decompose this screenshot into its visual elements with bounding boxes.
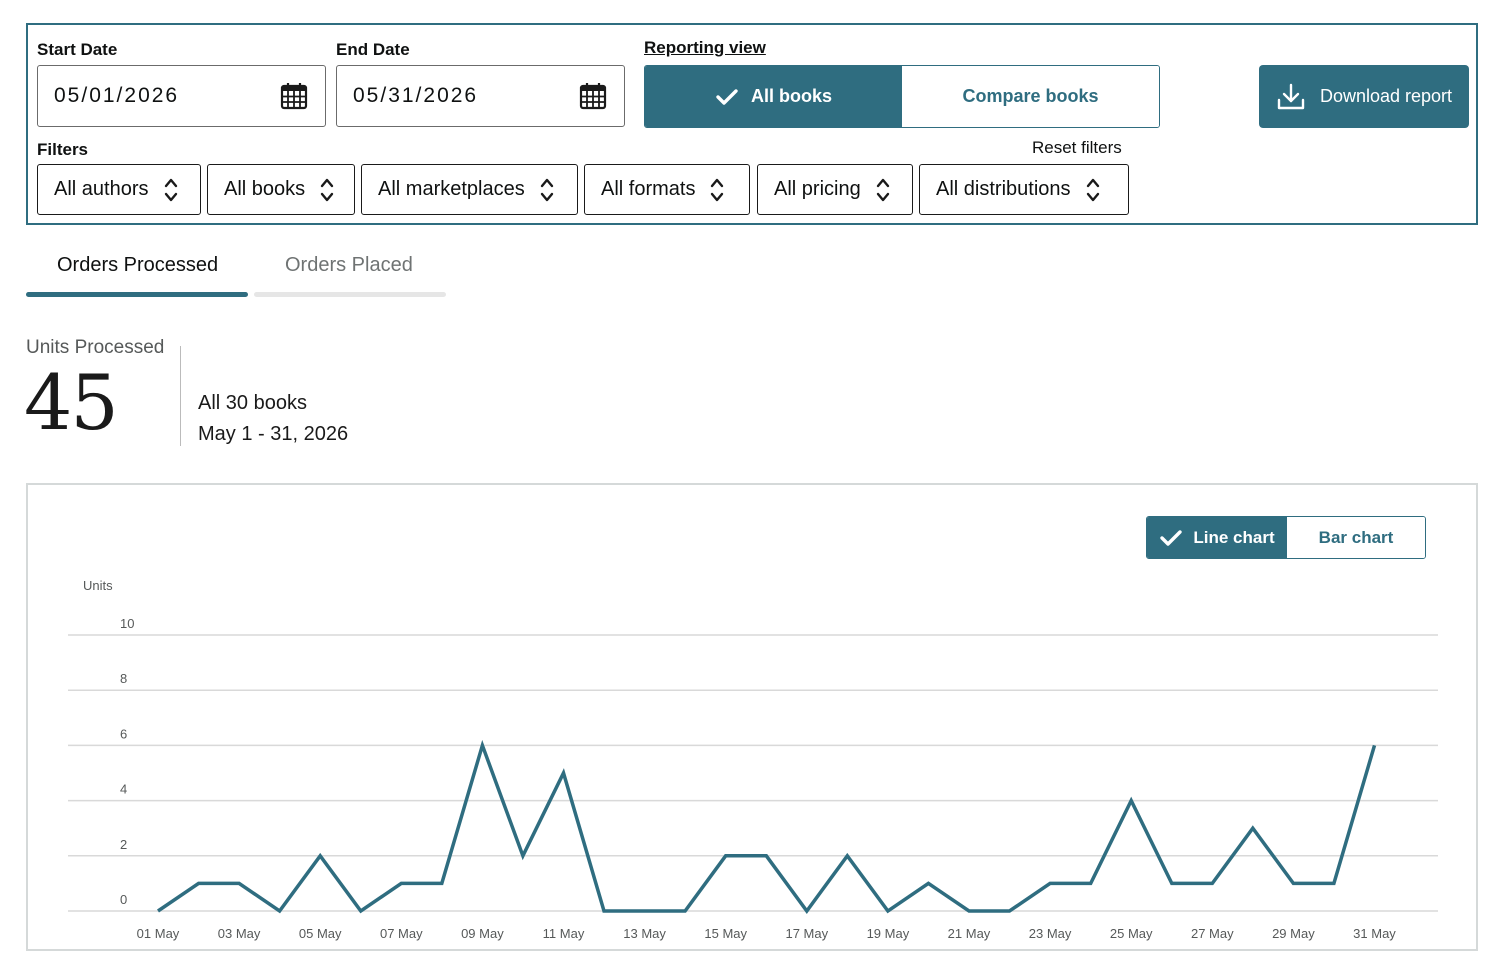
distribution-filter-select[interactable]: All distributions: [919, 164, 1129, 215]
x-tick-label: 03 May: [218, 926, 261, 941]
bar-chart-label: Bar chart: [1318, 527, 1394, 547]
y-tick-label: 8: [120, 671, 127, 686]
start-date-value: 05/01/2026: [54, 84, 180, 107]
up-down-chevron-icon: [164, 178, 177, 201]
all-books-view-option[interactable]: All books: [645, 66, 902, 127]
chart-type-toggle: Line chart Bar chart: [1146, 516, 1426, 559]
units-processed-value: 45: [24, 358, 119, 447]
check-icon: [716, 88, 738, 105]
y-tick-label: 6: [120, 726, 127, 741]
x-tick-label: 29 May: [1272, 926, 1315, 941]
x-tick-label: 11 May: [543, 926, 585, 941]
compare-books-view-label: Compare books: [962, 86, 1099, 106]
compare-books-view-option[interactable]: Compare books: [902, 66, 1159, 127]
reporting-view-label[interactable]: Reporting view: [644, 38, 766, 57]
x-tick-label: 27 May: [1191, 926, 1234, 941]
download-report-button[interactable]: Download report: [1259, 65, 1469, 128]
y-tick-label: 4: [120, 782, 127, 797]
line-chart-option[interactable]: Line chart: [1147, 517, 1287, 558]
x-tick-label: 13 May: [623, 926, 666, 941]
start-date-field[interactable]: 05/01/2026: [37, 65, 326, 127]
select-value: All authors: [54, 178, 149, 200]
end-date-value: 05/31/2026: [353, 84, 479, 107]
up-down-chevron-icon: [711, 178, 724, 201]
check-icon: [1160, 529, 1183, 546]
calendar-icon[interactable]: [279, 81, 309, 111]
select-value: All marketplaces: [378, 178, 525, 200]
y-tick-label: 0: [120, 892, 127, 907]
select-value: All pricing: [774, 178, 861, 200]
pricing-filter-select[interactable]: All pricing: [757, 164, 913, 215]
summary-date-range: May 1 - 31, 2026: [198, 423, 349, 445]
x-tick-label: 31 May: [1353, 926, 1396, 941]
summary-scope: All 30 books: [198, 392, 307, 414]
reset-filters-link[interactable]: Reset filters: [1032, 138, 1122, 157]
x-tick-label: 15 May: [704, 926, 747, 941]
book-filter-select[interactable]: All books: [207, 164, 355, 215]
select-value: All formats: [601, 178, 696, 200]
x-tick-label: 01 May: [137, 926, 180, 941]
bar-chart-option[interactable]: Bar chart: [1287, 517, 1425, 558]
y-tick-label: 10: [120, 616, 134, 631]
units-processed-label: Units Processed: [26, 337, 165, 358]
tab-orders-processed[interactable]: Orders Processed: [57, 254, 219, 276]
reporting-view-toggle: All books Compare books: [644, 65, 1160, 128]
line-chart-label: Line chart: [1193, 527, 1275, 547]
y-axis-label: Units: [83, 578, 113, 593]
tab-orders-placed[interactable]: Orders Placed: [285, 254, 413, 276]
end-date-field[interactable]: 05/31/2026: [336, 65, 625, 127]
x-tick-label: 19 May: [867, 926, 910, 941]
y-tick-label: 2: [120, 837, 127, 852]
up-down-chevron-icon: [320, 178, 334, 201]
format-filter-select[interactable]: All formats: [584, 164, 750, 215]
download-icon: [1277, 83, 1305, 109]
units-line-chart: Units 0 2 4 6 8 10 01 May 03 May 05 May 07 May 09 M…: [68, 578, 1438, 941]
x-tick-label: 25 May: [1110, 926, 1153, 941]
author-filter-select[interactable]: All authors: [37, 164, 201, 215]
x-tick-label: 09 May: [461, 926, 504, 941]
tab-orders-placed-indicator: [254, 292, 446, 297]
up-down-chevron-icon: [540, 178, 553, 201]
summary-divider: [180, 346, 181, 446]
up-down-chevron-icon: [1086, 178, 1099, 201]
filters-panel: Start Date 05/01/2026 End Date 05/31/202…: [26, 23, 1478, 225]
all-books-view-label: All books: [750, 86, 832, 106]
tab-orders-processed-indicator: [26, 292, 248, 297]
marketplace-filter-select[interactable]: All marketplaces: [361, 164, 578, 215]
x-tick-label: 07 May: [380, 926, 423, 941]
units-series-line: [157, 739, 1377, 914]
select-value: All distributions: [936, 178, 1071, 200]
end-date-label: End Date: [336, 40, 410, 59]
calendar-icon[interactable]: [578, 81, 608, 111]
start-date-label: Start Date: [37, 40, 118, 59]
x-tick-label: 23 May: [1029, 926, 1072, 941]
download-report-label: Download report: [1319, 86, 1453, 106]
x-tick-label: 17 May: [785, 926, 828, 941]
select-value: All books: [224, 178, 306, 200]
filters-label: Filters: [37, 140, 89, 159]
chart-card: Units 0 2 4 6 8 10 01 May 03 May 05 May 07 May 09 M…: [26, 483, 1478, 951]
up-down-chevron-icon: [876, 178, 889, 201]
x-tick-label: 05 May: [299, 926, 342, 941]
x-tick-label: 21 May: [948, 926, 991, 941]
